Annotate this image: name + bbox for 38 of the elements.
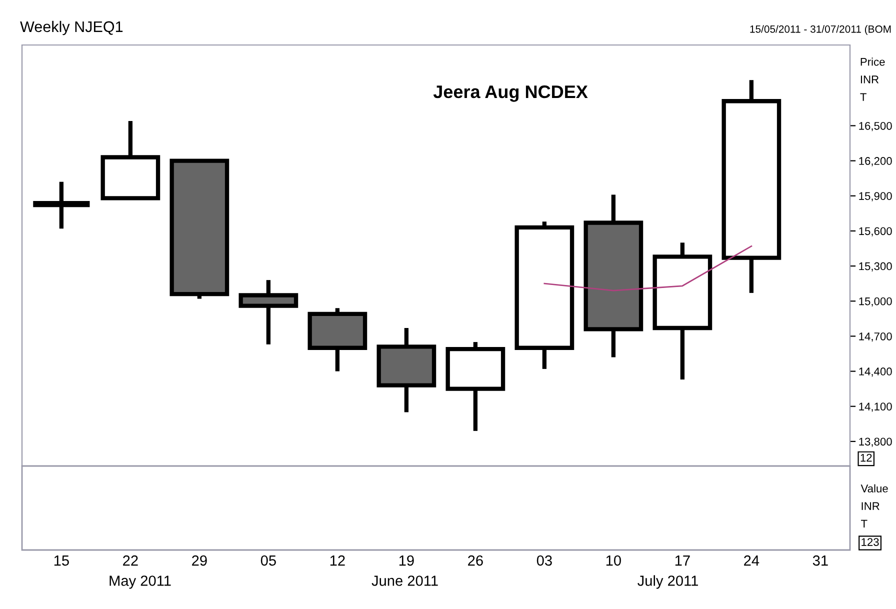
y-tick-label: 15,000 — [859, 297, 892, 307]
annotation: Jeera Aug NCDEX — [433, 85, 588, 102]
candlestick — [376, 328, 436, 412]
text: 123 — [862, 538, 879, 546]
x-tick-label: 03 — [536, 555, 552, 566]
x-tick-label: 15 — [54, 556, 69, 566]
candlestick — [584, 194, 644, 358]
y-tick-label: 15,900 — [859, 192, 892, 202]
x-tick-label: 26 — [468, 555, 483, 566]
x-tick-label: 19 — [399, 555, 414, 566]
y-tick-label: 15,600 — [859, 227, 892, 236]
x-tick-label: 29 — [192, 555, 207, 566]
y-tick-label: 13,800 — [859, 438, 892, 447]
y-tick-label: 14,700 — [859, 332, 892, 342]
candlestick — [722, 80, 782, 293]
chart-subtitle: 15/05/2011 - 31/07/2011 (BOM — [750, 25, 891, 35]
x-tick-label: 22 — [123, 555, 138, 566]
x-tick-label: 12 — [330, 555, 345, 566]
line-series — [544, 245, 752, 292]
y-tick-label: 16,500 — [859, 122, 892, 132]
x-tick-label: 17 — [675, 556, 690, 566]
y-tick-label: 15,300 — [859, 262, 892, 272]
text: July 2011 — [638, 575, 698, 589]
text: May 2011 — [110, 576, 171, 589]
x-tick-label: 24 — [744, 555, 760, 566]
x-tick-label: 05 — [260, 555, 276, 566]
candlestick — [652, 242, 712, 380]
chart-title: Weekly NJEQ1 — [20, 20, 123, 36]
text: June 2011 — [372, 576, 438, 586]
y-tick-label: 14,400 — [859, 368, 892, 377]
text: 12 — [860, 454, 872, 462]
y-tick-label: 14,100 — [859, 402, 892, 412]
candlestick — [238, 280, 298, 344]
text: Value INR T — [860, 484, 888, 528]
x-tick-label: 31 — [812, 555, 828, 566]
y-axis-title: Price INR T — [860, 58, 885, 101]
x-tick-label: 10 — [606, 555, 621, 566]
y-tick-label: 16,200 — [859, 157, 892, 166]
